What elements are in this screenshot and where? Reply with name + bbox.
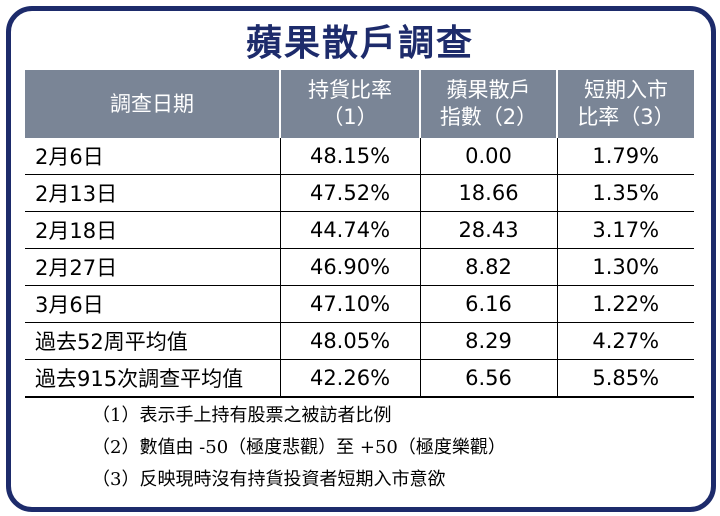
holding-ratio-cell: 48.05% xyxy=(279,322,420,360)
row-label: 2月6日 xyxy=(25,138,280,175)
header-line: 調查日期 xyxy=(110,91,194,116)
retail-index-cell: 28.43 xyxy=(419,211,557,249)
header-line: 短期入市 xyxy=(584,78,668,102)
holding-ratio-cell: 46.90% xyxy=(279,248,420,286)
retail-index-cell: 6.16 xyxy=(419,285,557,323)
header-line: 比率（3） xyxy=(577,105,675,129)
header-line: 蘋果散戶 xyxy=(446,78,531,102)
row-label: 過去915次調查平均值 xyxy=(25,359,280,398)
table-row: 過去52周平均值 48.05% 8.29 4.27% xyxy=(25,322,694,360)
retail-index-cell: 18.66 xyxy=(419,174,557,212)
table-row: 3月6日 47.10% 6.16 1.22% xyxy=(25,285,694,323)
footnotes: （1）表示手上持有股票之被訪者比例 （2）數值由 -50（極度悲觀）至 +50（… xyxy=(92,400,506,496)
holding-ratio-cell: 48.15% xyxy=(279,138,420,175)
header-line: 持貨比率 xyxy=(308,78,392,102)
entry-ratio-cell: 1.30% xyxy=(556,248,694,286)
entry-ratio-cell: 5.85% xyxy=(556,359,694,398)
holding-ratio-cell: 47.10% xyxy=(279,285,420,323)
table-row: 2月18日 44.74% 28.43 3.17% xyxy=(25,211,694,249)
header-short-term-entry: 短期入市 比率（3） xyxy=(556,70,694,138)
row-label: 2月27日 xyxy=(25,248,280,286)
holding-ratio-cell: 44.74% xyxy=(279,211,420,249)
table-row: 2月13日 47.52% 18.66 1.35% xyxy=(25,174,694,212)
row-label: 過去52周平均值 xyxy=(25,322,280,360)
row-label: 2月13日 xyxy=(25,174,280,212)
entry-ratio-cell: 4.27% xyxy=(556,322,694,360)
entry-ratio-cell: 3.17% xyxy=(556,211,694,249)
entry-ratio-cell: 1.79% xyxy=(556,138,694,175)
retail-index-cell: 8.82 xyxy=(419,248,557,286)
header-line: （1） xyxy=(322,105,378,129)
survey-table: 調查日期 持貨比率 （1） 蘋果散戶 指數（2） 短期入市 比率（3） 2月6日… xyxy=(25,70,694,398)
table-row: 2月6日 48.15% 0.00 1.79% xyxy=(25,138,694,175)
table-row: 過去915次調查平均值 42.26% 6.56 5.85% xyxy=(25,359,694,398)
footnote: （1）表示手上持有股票之被訪者比例 xyxy=(92,405,392,426)
row-label: 2月18日 xyxy=(25,211,280,249)
entry-ratio-cell: 1.22% xyxy=(556,285,694,323)
page-title: 蘋果散戶調查 xyxy=(245,23,474,64)
header-line: 指數（2） xyxy=(439,105,538,129)
header-retail-index: 蘋果散戶 指數（2） xyxy=(419,70,557,138)
retail-index-cell: 6.56 xyxy=(419,359,557,398)
table-row: 2月27日 46.90% 8.82 1.30% xyxy=(25,248,694,286)
entry-ratio-cell: 1.35% xyxy=(556,174,694,212)
retail-index-cell: 8.29 xyxy=(419,322,557,360)
header-holding-ratio: 持貨比率 （1） xyxy=(279,70,420,138)
holding-ratio-cell: 47.52% xyxy=(279,174,420,212)
footnote: （3）反映現時沒有持貨投資者短期入市意欲 xyxy=(92,469,446,490)
row-label: 3月6日 xyxy=(25,285,280,323)
header-survey-date: 調查日期 xyxy=(25,70,280,138)
retail-index-cell: 0.00 xyxy=(419,138,557,175)
table-header-row: 調查日期 持貨比率 （1） 蘋果散戶 指數（2） 短期入市 比率（3） xyxy=(25,70,694,138)
holding-ratio-cell: 42.26% xyxy=(279,359,420,398)
footnote: （2）數值由 -50（極度悲觀）至 +50（極度樂觀） xyxy=(92,437,506,458)
